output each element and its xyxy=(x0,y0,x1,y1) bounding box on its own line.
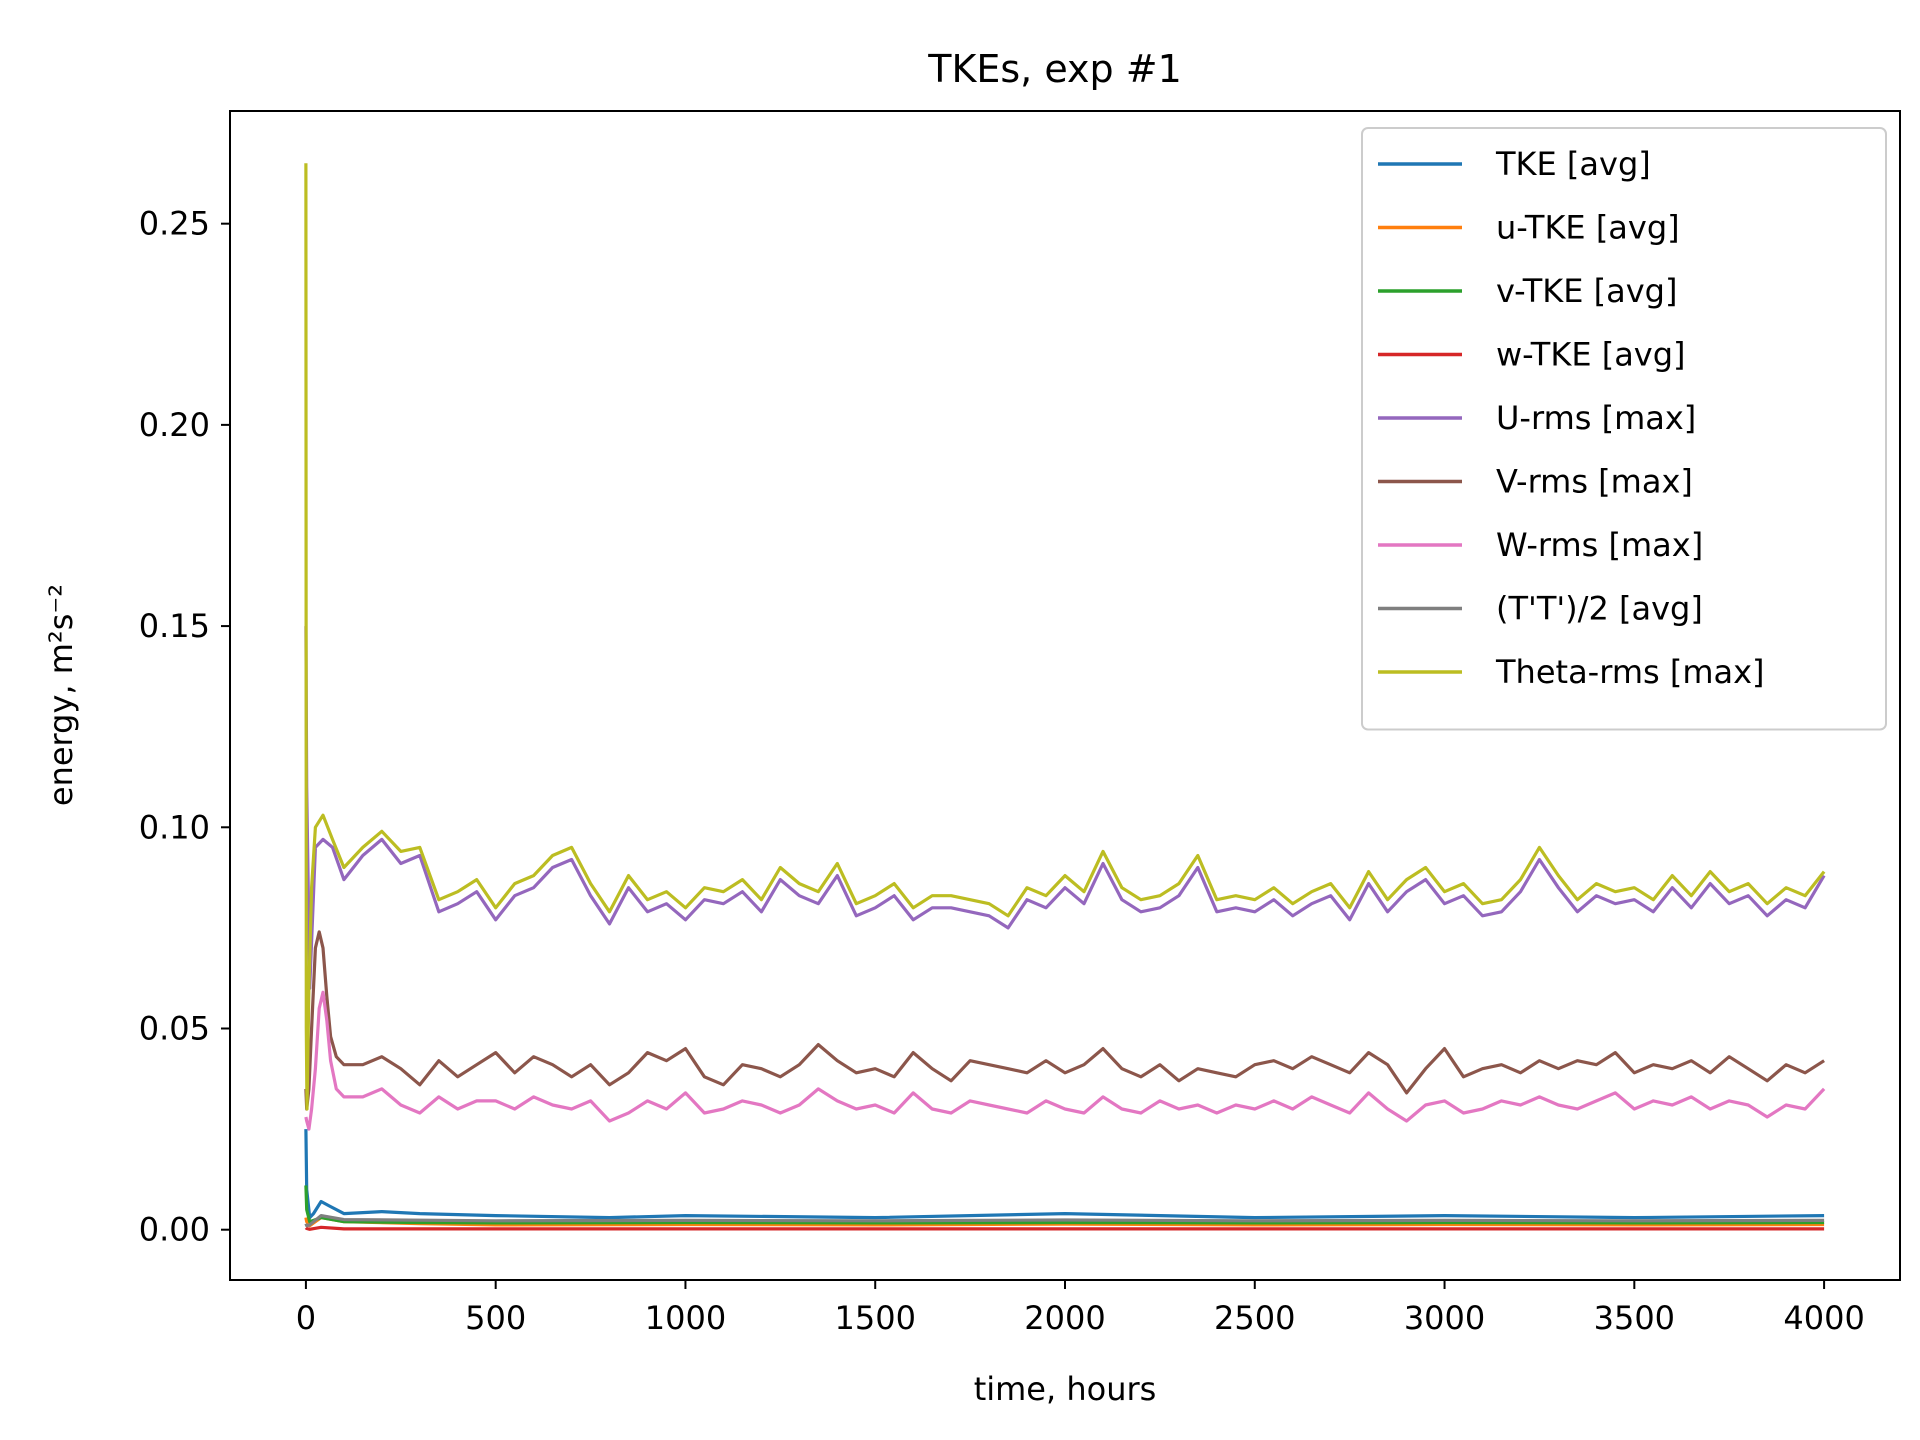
x-tick-label: 2500 xyxy=(1214,1299,1295,1337)
series-layer xyxy=(304,163,1826,1231)
y-tick-label: 0.20 xyxy=(139,406,210,444)
legend-label-3: w-TKE [avg] xyxy=(1496,336,1686,374)
x-tick-label: 1000 xyxy=(645,1299,726,1337)
series-line-0 xyxy=(304,1129,1825,1220)
x-tick-label: 1500 xyxy=(835,1299,916,1337)
x-tick-label: 3500 xyxy=(1594,1299,1675,1337)
series-line-4 xyxy=(304,626,1826,990)
legend: TKE [avg] u-TKE [avg] v-TKE [avg] w-TKE [av… xyxy=(1361,127,1887,731)
legend-label-4: U-rms [max] xyxy=(1496,399,1696,437)
series-line-5 xyxy=(304,930,1825,1111)
legend-label-8: Theta-rms [max] xyxy=(1495,653,1765,691)
x-axis: 0 500 1000 1500 2000 2500 3000 3500 4000 xyxy=(296,1280,1865,1337)
chart-title: TKEs, exp #1 xyxy=(927,47,1182,91)
y-tick-label: 0.10 xyxy=(139,808,210,846)
y-tick-label: 0.15 xyxy=(139,607,210,645)
x-axis-label: time, hours xyxy=(974,1370,1157,1408)
series-line-3 xyxy=(304,1225,1825,1231)
legend-label-1: u-TKE [avg] xyxy=(1496,209,1680,247)
y-axis-label: energy, m²s⁻² xyxy=(42,584,80,806)
x-tick-label: 2000 xyxy=(1024,1299,1105,1337)
legend-label-7: (T'T')/2 [avg] xyxy=(1496,590,1703,628)
legend-box xyxy=(1361,127,1887,731)
x-tick-label: 0 xyxy=(296,1299,316,1337)
legend-label-0: TKE [avg] xyxy=(1495,145,1651,183)
series-line-6 xyxy=(304,990,1826,1131)
x-tick-label: 500 xyxy=(465,1299,526,1337)
y-tick-label: 0.05 xyxy=(139,1009,210,1047)
x-tick-label: 4000 xyxy=(1783,1299,1864,1337)
legend-label-6: W-rms [max] xyxy=(1496,526,1703,564)
legend-label-2: v-TKE [avg] xyxy=(1496,272,1677,310)
series-line-8 xyxy=(304,163,1826,1111)
y-axis: 0.00 0.05 0.10 0.15 0.20 0.25 xyxy=(139,205,230,1249)
y-tick-label: 0.00 xyxy=(139,1211,210,1249)
series-line-2 xyxy=(304,1185,1825,1225)
series-line-7 xyxy=(304,1214,1825,1228)
x-tick-label: 3000 xyxy=(1404,1299,1485,1337)
legend-label-5: V-rms [max] xyxy=(1496,463,1693,501)
y-tick-label: 0.25 xyxy=(139,205,210,243)
